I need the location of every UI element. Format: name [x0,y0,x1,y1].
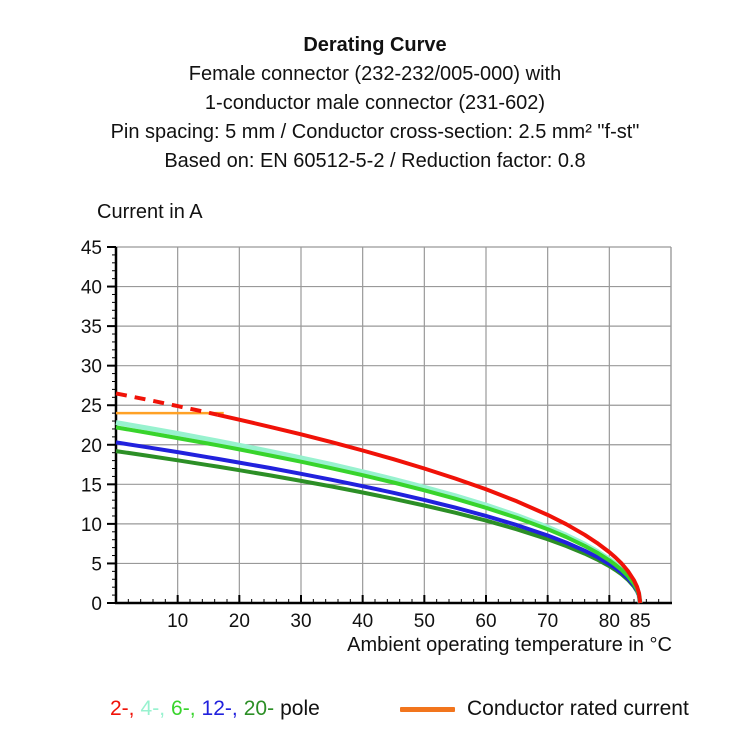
y-axis-title: Current in A [97,201,203,223]
curve-2-pole-dashed [115,391,219,417]
legend-pole-item-20: 20- [243,697,275,720]
y-tick-label-10: 10 [81,515,102,536]
y-tick-label-15: 15 [81,475,102,496]
x-tick-label-85: 85 [630,611,651,632]
y-tick-label-0: 0 [91,594,102,615]
x-tick-label-60: 60 [475,611,496,632]
legend-pole-suffix: pole [280,697,320,720]
chart-title-block: Derating Curve Female connector (232-232… [0,31,750,176]
legend-poles: 2-, 4-, 6-, 12-, 20- pole [110,697,320,721]
y-tick-label-5: 5 [91,554,102,575]
curve-6-pole [115,425,643,604]
derating-chart-plot: 10 20 30 40 50 60 70 80 85 0 5 10 15 20 25 30 35 40 45 [81,238,672,632]
x-axis-title: Ambient operating temperature in °C [347,634,672,656]
chart-subtitle-1: Female connector (232-232/005-000) with [188,63,562,85]
x-tick-label-80: 80 [599,611,620,632]
chart-subtitle-2: 1-conductor male connector (231-602) [204,92,546,114]
x-tick-label-50: 50 [414,611,435,632]
x-tick-label-20: 20 [229,611,250,632]
x-tick-label-30: 30 [290,611,311,632]
chart-subtitle-3: Pin spacing: 5 mm / Conductor cross-sect… [110,121,640,143]
y-tick-label-40: 40 [81,278,102,299]
legend-pole-item-2: 2-, [110,697,135,720]
legend-rated-current: Conductor rated current [400,697,689,721]
curve-2-pole [217,412,643,604]
curve-4-pole [115,420,643,604]
rated-current-line-swatch [400,706,455,712]
legend-pole-item-4: 4-, [140,697,166,720]
x-tick-label-10: 10 [167,611,188,632]
chart-subtitle-4: Based on: EN 60512-5-2 / Reduction facto… [164,150,586,172]
chart-title: Derating Curve [303,34,447,56]
y-tick-label-20: 20 [81,436,102,457]
y-tick-label-30: 30 [81,357,102,378]
x-tick-label-70: 70 [537,611,558,632]
y-tick-label-35: 35 [81,317,102,338]
legend-pole-item-6: 6-, [171,697,196,720]
y-tick-label-25: 25 [81,396,102,417]
legend-pole-item-12: 12-, [201,697,238,720]
y-tick-label-45: 45 [81,238,102,259]
x-tick-label-40: 40 [352,611,373,632]
rated-current-label: Conductor rated current [467,697,689,720]
